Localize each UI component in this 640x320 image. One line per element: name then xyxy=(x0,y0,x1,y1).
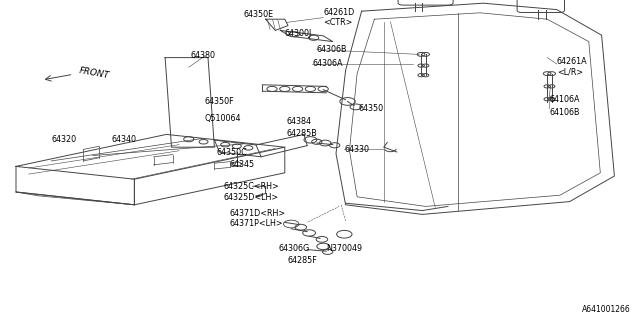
Text: 64325C<RH>
64325D<LH>: 64325C<RH> 64325D<LH> xyxy=(224,182,280,202)
Text: 64340: 64340 xyxy=(112,135,137,144)
FancyBboxPatch shape xyxy=(398,0,453,5)
Text: 64371D<RH>
64371P<LH>: 64371D<RH> 64371P<LH> xyxy=(229,209,285,228)
Text: FRONT: FRONT xyxy=(78,67,110,81)
Text: N370049: N370049 xyxy=(326,244,362,253)
Text: 64285F: 64285F xyxy=(288,256,317,265)
Text: 64300J: 64300J xyxy=(285,29,312,38)
Text: 64384: 64384 xyxy=(287,117,312,126)
Text: 64306B: 64306B xyxy=(317,45,348,54)
Text: 64106A: 64106A xyxy=(549,95,580,104)
Text: 64350F: 64350F xyxy=(205,97,234,106)
Text: 64350: 64350 xyxy=(358,104,383,113)
Text: 64350C: 64350C xyxy=(216,148,247,157)
Text: 64261D
<CTR>: 64261D <CTR> xyxy=(323,8,355,27)
Text: 64320: 64320 xyxy=(51,135,76,144)
Text: A641001266: A641001266 xyxy=(582,305,630,314)
Text: 64306G: 64306G xyxy=(278,244,310,253)
FancyBboxPatch shape xyxy=(517,0,564,12)
Text: 64380: 64380 xyxy=(191,52,216,60)
Text: 64350E: 64350E xyxy=(243,10,273,19)
Text: Q510064: Q510064 xyxy=(205,114,241,123)
Text: 64106B: 64106B xyxy=(549,108,580,117)
Text: 64261A
<L/R>: 64261A <L/R> xyxy=(557,58,588,77)
Text: 64330: 64330 xyxy=(344,145,369,154)
Text: 64345: 64345 xyxy=(229,160,254,169)
Text: 64285B: 64285B xyxy=(287,129,317,138)
Text: 64306A: 64306A xyxy=(312,60,343,68)
